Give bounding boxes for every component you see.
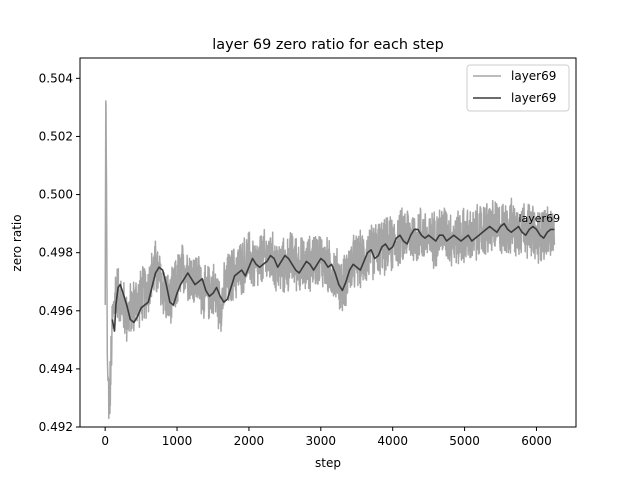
x-tick-label: 0 [101,434,109,448]
y-tick-label: 0.492 [39,420,73,434]
x-tick-label: 2000 [234,434,265,448]
series-annotation: layer69 [518,212,560,225]
y-tick-label: 0.502 [39,129,73,143]
x-axis-title: step [315,456,341,470]
legend: layer69 layer69 [466,64,570,112]
legend-label-0: layer69 [511,69,556,83]
x-tick-label: 5000 [449,434,480,448]
series-line-0 [104,100,556,420]
y-tick-label: 0.504 [39,71,73,85]
axes: 0 1000 2000 3000 4000 5000 6000 0.492 0.494 0.496… [39,57,577,448]
legend-label-1: layer69 [511,91,556,105]
series-line-1 [111,222,555,332]
y-tick-label: 0.494 [39,362,73,376]
x-tick-label: 3000 [306,434,337,448]
x-tick-label: 1000 [162,434,193,448]
y-axis-title: zero ratio [10,214,24,271]
chart-title: layer 69 zero ratio for each step [212,37,443,53]
y-tick-label: 0.496 [39,304,73,318]
axes-frame [79,57,577,428]
plot-area: layer69 [104,100,560,420]
y-tick-label: 0.500 [39,188,73,202]
x-tick-label: 6000 [521,434,552,448]
x-tick-label: 4000 [377,434,408,448]
y-tick-label: 0.498 [39,246,73,260]
